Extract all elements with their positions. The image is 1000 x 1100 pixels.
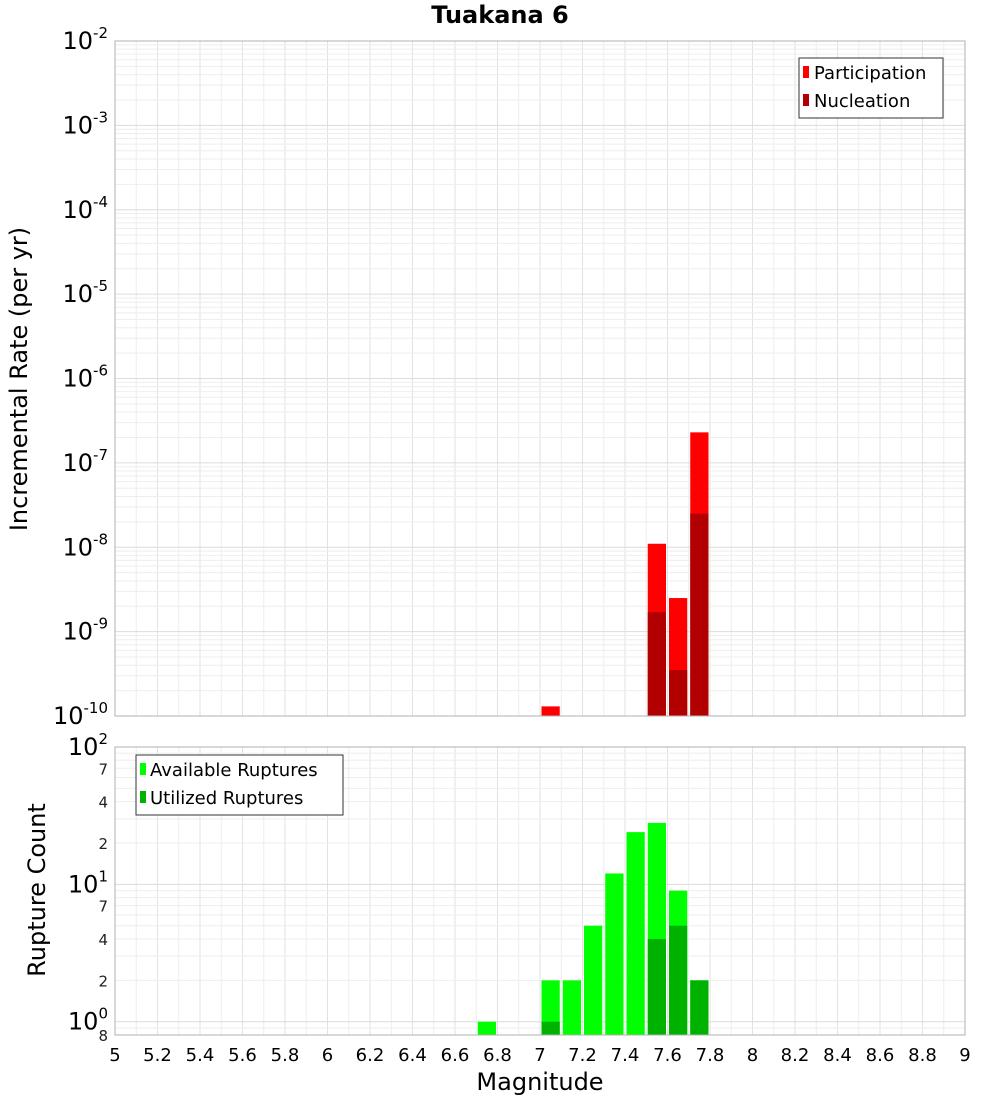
count-bar-available-ruptures	[626, 832, 645, 1035]
x-tick-label: 6.4	[398, 1045, 427, 1066]
x-tick-label: 8.4	[823, 1045, 852, 1066]
x-tick-label: 6.2	[356, 1045, 385, 1066]
x-tick-label: 8.6	[866, 1045, 895, 1066]
count-bar-utilized-ruptures	[669, 925, 688, 1035]
x-tick-label: 9	[959, 1045, 970, 1066]
count-legend-label: Available Ruptures	[150, 760, 318, 781]
x-tick-label: 5	[109, 1045, 120, 1066]
count-bar-available-ruptures	[477, 1021, 496, 1035]
x-tick-label: 5.4	[186, 1045, 215, 1066]
x-tick-label: 6.6	[441, 1045, 470, 1066]
rate-bar-nucleation	[669, 670, 688, 716]
rate-y-tick-label: 10-4	[62, 193, 108, 224]
top-y-axis-label: Incremental Rate (per yr)	[5, 227, 33, 531]
rate-legend-swatch	[803, 66, 809, 78]
count-legend-swatch	[140, 763, 146, 775]
count-y-tick-label: 102	[68, 730, 108, 761]
count-legend-label: Utilized Ruptures	[150, 788, 303, 809]
x-axis-label: Magnitude	[476, 1068, 603, 1096]
count-y-minor-tick-label: 7	[98, 898, 108, 916]
count-legend	[135, 754, 344, 816]
count-bar-utilized-ruptures	[541, 1021, 560, 1035]
count-bar-available-ruptures	[541, 980, 560, 1035]
count-bar-available-ruptures	[562, 980, 581, 1035]
rate-y-tick-label: 10-2	[62, 24, 108, 55]
count-y-minor-tick-label: 8	[98, 1027, 108, 1045]
x-tick-label: 7.2	[568, 1045, 597, 1066]
count-bar-available-ruptures	[584, 925, 603, 1035]
x-tick-label: 7	[534, 1045, 545, 1066]
rate-frame	[114, 40, 966, 717]
x-tick-label: 8.2	[781, 1045, 810, 1066]
rate-bar-nucleation	[690, 513, 709, 716]
x-tick-label: 5.2	[143, 1045, 172, 1066]
count-y-minor-tick-label: 2	[98, 972, 108, 990]
rate-legend-label: Participation	[814, 63, 926, 84]
rate-y-tick-label: 10-5	[62, 277, 108, 308]
count-panel: 100 101 102 8 2 4 7 2 4 7 5 5.2 5.4 5.6 5.8 6 6.2 6.4 6.6 6…	[68, 730, 971, 1066]
rate-y-tick-label: 10-9	[62, 615, 108, 646]
x-tick-label: 7.6	[653, 1045, 682, 1066]
x-tick-label: 7.4	[611, 1045, 640, 1066]
rate-y-tick-label: 10-7	[62, 446, 108, 477]
rate-legend-swatch	[803, 94, 809, 106]
rate-legend-label: Nucleation	[814, 91, 910, 112]
count-frame	[114, 746, 966, 1036]
rate-y-tick-label: 10-6	[62, 362, 108, 393]
x-tick-label: 8.8	[908, 1045, 937, 1066]
x-tick-label: 5.6	[228, 1045, 257, 1066]
count-y-tick-label: 100	[68, 1005, 108, 1036]
x-tick-label: 5.8	[271, 1045, 300, 1066]
rate-panel: 10-10 10-9 10-8 10-7 10-6 10-5 10-4 10-3 10-2 Par…	[53, 24, 966, 730]
rate-y-tick-label: 10-3	[62, 108, 108, 139]
rate-y-tick-label: 10-8	[62, 530, 108, 561]
count-y-minor-tick-label: 4	[98, 794, 108, 812]
x-tick-label: 6	[322, 1045, 333, 1066]
count-y-minor-tick-label: 4	[98, 931, 108, 949]
count-y-minor-tick-label: 2	[98, 835, 108, 853]
count-bar-utilized-ruptures	[690, 980, 709, 1035]
count-y-minor-tick-label: 7	[98, 760, 108, 778]
count-bar-utilized-ruptures	[647, 939, 666, 1035]
rate-bar-participation	[541, 706, 560, 716]
x-tick-label: 7.8	[696, 1045, 725, 1066]
bottom-y-axis-label: Rupture Count	[23, 803, 51, 977]
rate-legend	[798, 57, 944, 119]
count-bar-available-ruptures	[605, 873, 624, 1035]
rate-y-tick-label: 10-10	[53, 699, 108, 730]
x-tick-label: 6.8	[483, 1045, 512, 1066]
chart-title: Tuakana 6	[431, 1, 569, 29]
x-tick-label: 8	[747, 1045, 758, 1066]
count-legend-swatch	[140, 791, 146, 803]
count-y-tick-label: 101	[68, 867, 108, 898]
rate-bar-nucleation	[647, 612, 666, 716]
